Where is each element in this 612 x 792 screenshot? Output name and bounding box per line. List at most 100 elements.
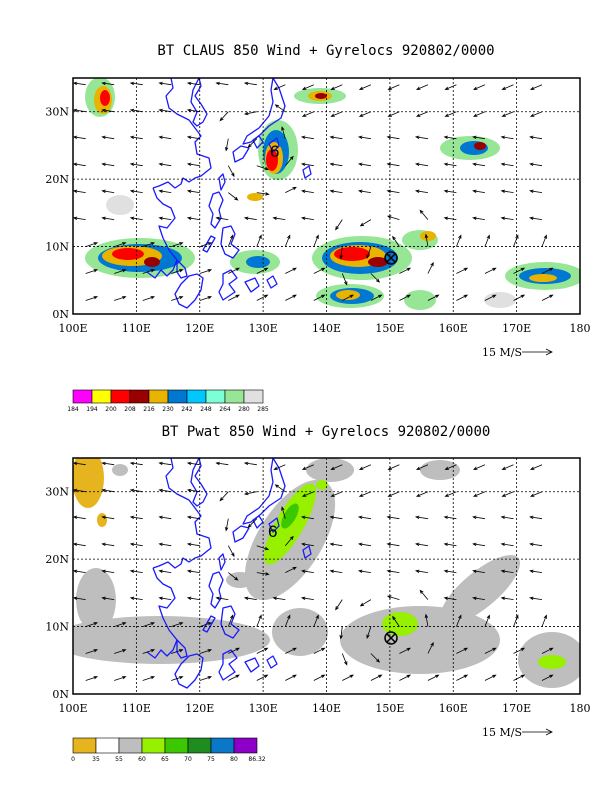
wind-arrow: [424, 613, 429, 627]
wind-arrow: [158, 461, 172, 466]
wind-arrow: [500, 515, 514, 520]
colorbar-label: 70: [184, 756, 192, 763]
wind-arrow: [158, 162, 172, 167]
y-tick-label: 30N: [45, 486, 69, 499]
wind-arrow: [399, 294, 412, 301]
wind-arrow: [484, 234, 490, 247]
wind-arrow: [529, 542, 543, 547]
wind-arrow: [284, 155, 294, 166]
wind-arrow: [443, 515, 457, 520]
y-tick-label: 0N: [52, 308, 69, 321]
wind-arrow: [114, 622, 127, 627]
colorbar-label: 0: [71, 756, 75, 763]
wind-arrow: [335, 599, 343, 611]
colorbar-swatch: [129, 389, 150, 404]
wind-arrow: [228, 192, 239, 201]
wind-arrow: [256, 165, 270, 171]
wind-arrow: [228, 267, 240, 274]
wind-arrow: [228, 572, 239, 581]
wind-arrow: [484, 674, 497, 681]
colorbar-swatch: [91, 389, 112, 404]
wind-arrow: [199, 242, 213, 247]
gyreloc-marker: 6: [268, 522, 398, 645]
wind-arrow: [85, 296, 99, 301]
wind-arrow: [219, 111, 229, 122]
wind-arrow: [357, 135, 371, 140]
wind-arrow: [101, 515, 115, 520]
wind-arrow: [72, 189, 86, 194]
wind-arrow: [415, 84, 429, 90]
x-tick-label: 160E: [439, 702, 468, 715]
wind-arrow: [186, 542, 200, 547]
wind-arrow: [274, 484, 286, 493]
wind-arrow: [285, 294, 297, 301]
wind-arrow: [329, 189, 343, 194]
wind-arrow: [392, 235, 400, 247]
wind-arrow: [72, 135, 86, 140]
wind-arrow: [472, 542, 485, 547]
wind-arrow: [339, 246, 343, 260]
panel-claus: BT CLAUS 850 Wind + Gyrelocs 920802/0000: [45, 43, 590, 413]
wind-arrow: [500, 569, 514, 574]
wind-arrow: [256, 192, 270, 196]
wind-arrow: [225, 518, 229, 532]
wind-arrow: [329, 542, 343, 547]
gridlines: [73, 78, 580, 314]
colorbar-swatch: [72, 737, 97, 754]
wind-arrow: [443, 542, 457, 547]
wind-arrow: [472, 515, 485, 520]
x-tick-label: 120E: [185, 702, 214, 715]
wind-arrow: [199, 649, 213, 654]
wind-arrow: [357, 162, 371, 167]
cloud-field: [85, 78, 580, 310]
wind-arrow: [256, 234, 262, 247]
wind-arrow: [186, 596, 200, 600]
wind-arrow: [281, 506, 286, 519]
wind-arrow: [158, 596, 172, 600]
wind-arrow: [301, 189, 314, 194]
wind-arrow: [513, 267, 526, 274]
wind-arrow: [313, 234, 319, 247]
x-tick-label: 130E: [249, 322, 278, 335]
precipitable-water-field: [73, 458, 580, 688]
wind-arrow: [114, 242, 127, 247]
wind-arrow: [313, 647, 326, 654]
wind-arrow: [114, 296, 127, 301]
wind-arrow: [366, 626, 372, 639]
wind-arrow: [101, 135, 115, 140]
wind-arrow: [101, 488, 115, 493]
colorbar-swatch: [224, 389, 245, 404]
wind-arrow: [358, 84, 372, 90]
wind-arrow: [284, 535, 294, 546]
wind-arrow: [443, 596, 457, 600]
colorbar-swatch: [141, 737, 166, 754]
x-tick-label: 100E: [58, 322, 87, 335]
wind-arrow: [85, 269, 99, 274]
wind-arrow: [529, 491, 543, 497]
colorbar: 0 35 55 60 65 70 75 80 86.32: [71, 737, 266, 763]
colorbar-label: 216: [143, 406, 155, 413]
wind-arrow: [359, 599, 372, 607]
colorbar-label: 184: [67, 406, 79, 413]
plot-frame: [72, 77, 581, 315]
wind-arrow: [114, 649, 127, 654]
wind-arrow: [158, 515, 172, 520]
wind-arrow: [541, 234, 547, 247]
wind-arrow: [72, 108, 86, 113]
wind-arrow: [414, 189, 428, 194]
wind-arrow: [301, 491, 314, 497]
wind-arrow: [256, 294, 269, 301]
wind-arrow: [186, 569, 200, 574]
y-axis-labels: 0N 10N 20N 30N: [45, 106, 69, 321]
wind-arrow: [85, 242, 99, 247]
wind-arrow: [529, 162, 543, 167]
wind-arrow: [158, 135, 172, 140]
colorbar-label: 60: [138, 756, 146, 763]
wind-arrow: [101, 596, 115, 600]
wind-arrow: [541, 674, 554, 681]
wind-arrow: [225, 138, 229, 152]
wind-arrow: [247, 138, 258, 148]
wind-arrow: [370, 653, 381, 663]
wind-arrow: [72, 216, 86, 220]
wind-arrow: [72, 596, 86, 600]
